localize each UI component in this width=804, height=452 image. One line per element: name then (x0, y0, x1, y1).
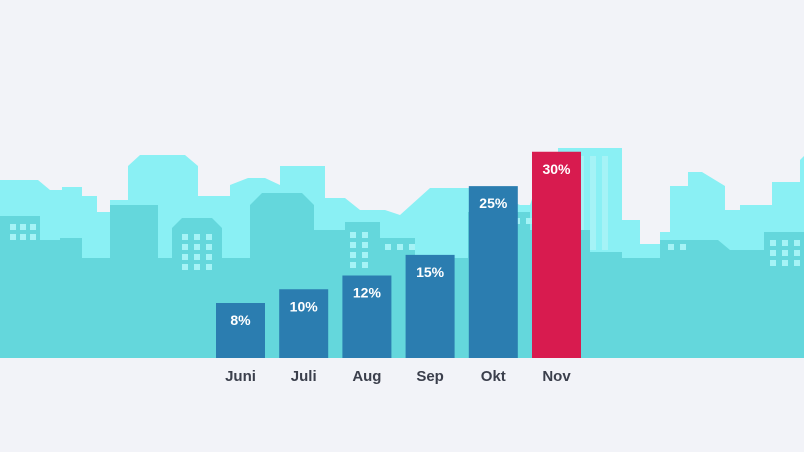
building-window (794, 250, 800, 256)
category-label: Aug (352, 368, 381, 385)
category-label: Juli (291, 368, 317, 385)
building-window (397, 244, 403, 250)
building-window (409, 244, 415, 250)
bar-value-label: 30% (542, 161, 571, 177)
building-window (668, 244, 674, 250)
bars-group (216, 151, 581, 358)
bar-okt (468, 186, 518, 358)
building-window (10, 234, 16, 240)
building-window (794, 260, 800, 266)
building-window (350, 242, 356, 248)
building-window (206, 234, 212, 240)
building-window (20, 234, 26, 240)
building-window (30, 234, 36, 240)
building-window (794, 240, 800, 246)
building-window (350, 232, 356, 238)
bar-aug (342, 275, 392, 358)
building-window (194, 234, 200, 240)
building-window (20, 224, 26, 230)
bar-juli (279, 289, 329, 358)
skyline-front-silhouette (0, 193, 804, 358)
building-window (362, 242, 368, 248)
bar-value-label: 10% (290, 298, 319, 314)
category-label: Nov (542, 368, 571, 385)
building-window (770, 240, 776, 246)
building-window (362, 252, 368, 258)
building-window (782, 240, 788, 246)
building-window (782, 250, 788, 256)
building-window (182, 244, 188, 250)
bar-value-label: 8% (230, 312, 251, 328)
building-window (194, 254, 200, 260)
building-window-stripe (590, 156, 596, 250)
bar-juni (216, 303, 265, 358)
bar-value-labels: 8% 10% 12% 15% 25% 30% (230, 161, 571, 328)
building-window (194, 264, 200, 270)
building-window (206, 254, 212, 260)
bar-value-label: 15% (416, 264, 445, 280)
category-label: Juni (225, 368, 256, 385)
building-window (770, 260, 776, 266)
building-window (362, 232, 368, 238)
building-window (362, 262, 368, 268)
building-window (680, 244, 686, 250)
building-window (782, 260, 788, 266)
building-window (182, 234, 188, 240)
building-window (206, 264, 212, 270)
building-window (770, 250, 776, 256)
building-window (206, 244, 212, 250)
category-label: Sep (416, 368, 444, 385)
building-window (194, 244, 200, 250)
building-window (10, 224, 16, 230)
bar-value-label: 25% (479, 195, 508, 211)
building-window (385, 244, 391, 250)
building-window (182, 264, 188, 270)
category-label: Okt (481, 368, 506, 385)
building-window (30, 224, 36, 230)
bar-nov (532, 151, 581, 358)
building-window (526, 218, 532, 224)
category-labels: Juni Juli Aug Sep Okt Nov (225, 368, 571, 385)
bar-value-label: 12% (353, 285, 382, 301)
building-window (182, 254, 188, 260)
bar-sep (405, 254, 455, 358)
building-window (350, 262, 356, 268)
building-window (350, 252, 356, 258)
building-window-stripe (602, 156, 608, 250)
